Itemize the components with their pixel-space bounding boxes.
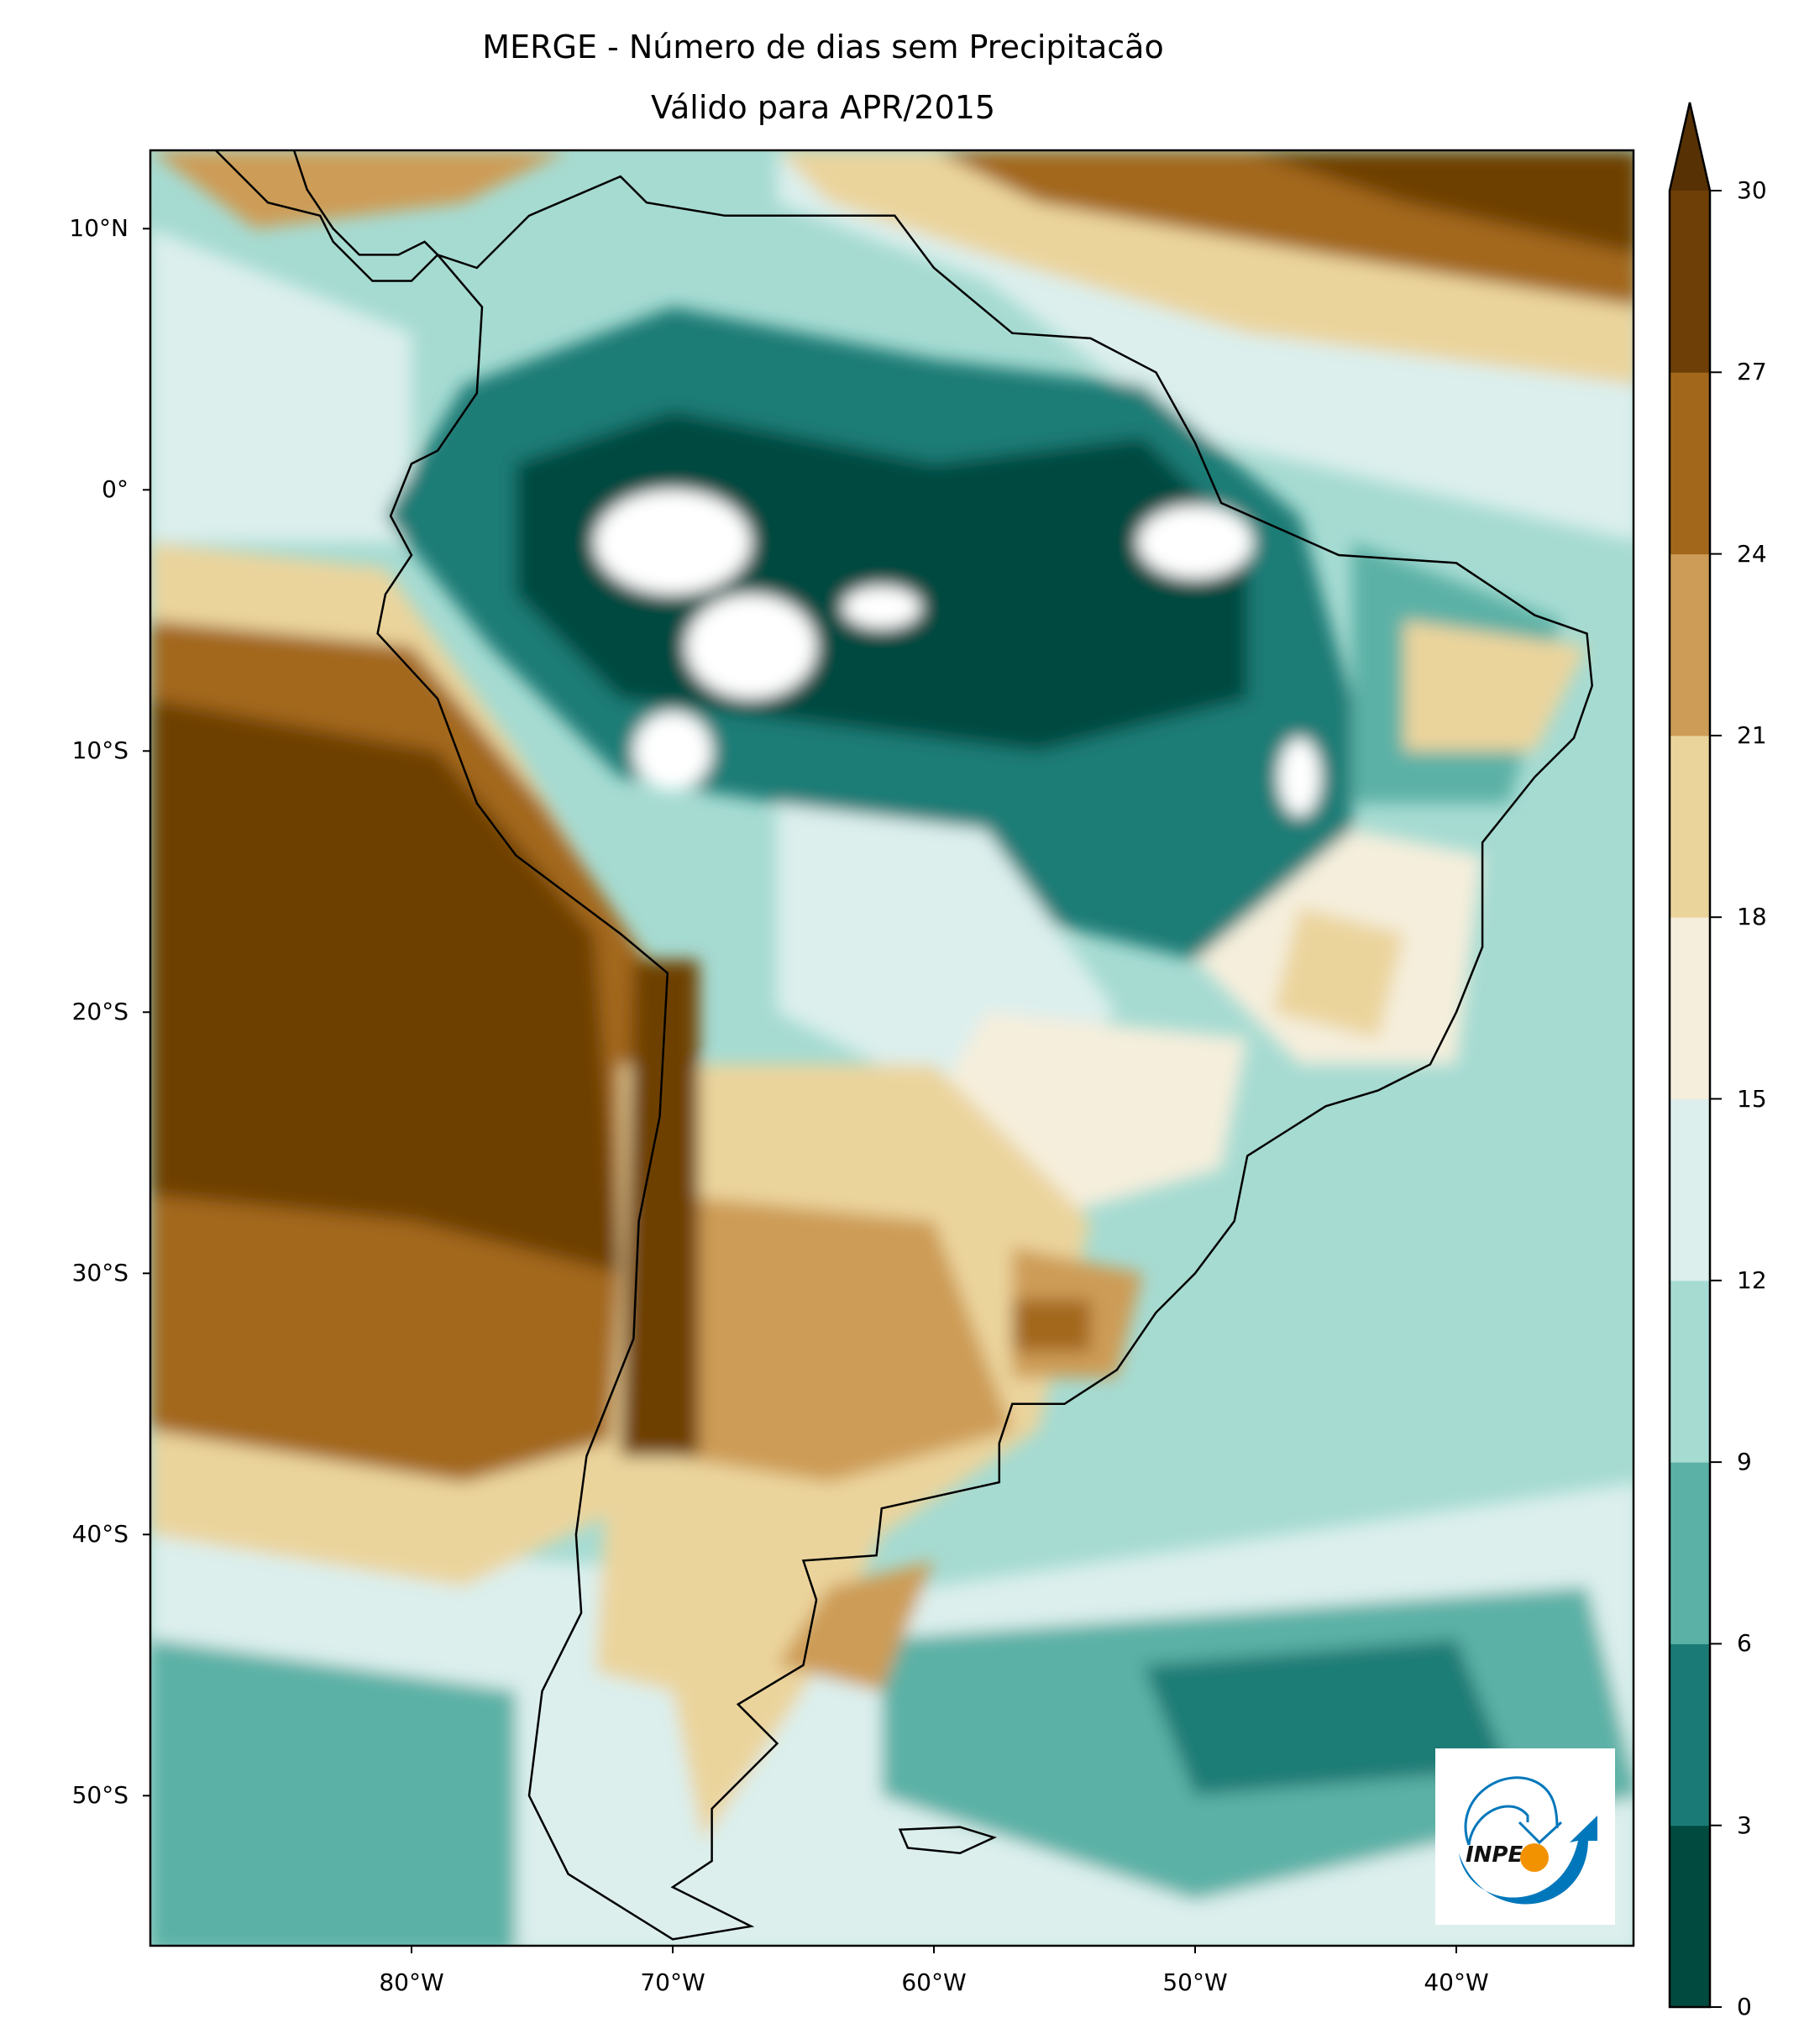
colorbar-segment <box>1670 1098 1710 1281</box>
no-data-patch <box>1278 737 1321 817</box>
precip-region <box>1247 150 1634 254</box>
falkland-islands <box>898 1826 997 1854</box>
no-data-patch <box>685 594 817 700</box>
precip-region <box>1012 1299 1091 1352</box>
lon-tick-label: 50°W <box>1162 1968 1228 1996</box>
lat-tick-label: 40°S <box>71 1520 128 1549</box>
no-data-patch <box>594 490 752 595</box>
no-data-patch <box>633 711 712 790</box>
colorbar-label: 0 <box>1737 1993 1752 2020</box>
colorbar-segment <box>1670 191 1710 373</box>
lon-tick-label: 40°W <box>1424 1968 1489 1996</box>
colorbar-label: 9 <box>1737 1448 1752 1476</box>
colorbar-segment <box>1670 1825 1710 2008</box>
lat-tick-label: 50°S <box>71 1781 128 1810</box>
colorbar-label: 30 <box>1737 176 1767 204</box>
colorbar-segment <box>1670 1643 1710 1826</box>
colorbar-label: 3 <box>1737 1811 1752 1839</box>
precip-region <box>150 1638 517 1946</box>
precip-region <box>673 1195 1013 1483</box>
colorbar-extend-arrow <box>1670 102 1710 191</box>
precip-region <box>620 960 700 1456</box>
map-subtitle: Válido para APR/2015 <box>650 89 996 126</box>
colorbar-segment <box>1670 735 1710 918</box>
colorbar-segment <box>1670 372 1710 555</box>
lat-tick-label: 20°S <box>71 998 128 1026</box>
colorbar-label: 18 <box>1737 903 1767 931</box>
colorbar-label: 21 <box>1737 721 1767 749</box>
lon-tick-label: 80°W <box>379 1968 444 1996</box>
colorbar-label: 6 <box>1737 1629 1752 1658</box>
logo-text: INPE <box>1466 1842 1523 1868</box>
lon-tick-label: 60°W <box>901 1968 967 1996</box>
colorbar-segment <box>1670 1280 1710 1463</box>
map-frame <box>149 149 1635 1947</box>
precip-region <box>150 150 569 229</box>
precip-region <box>1142 1638 1509 1796</box>
no-data-patch <box>842 586 921 629</box>
colorbar-label: 24 <box>1737 539 1767 568</box>
colorbar-label: 15 <box>1737 1084 1767 1113</box>
colorbar-segment <box>1670 553 1710 736</box>
colorbar-segment <box>1670 917 1710 1099</box>
colorbar <box>1668 102 1722 2009</box>
lat-tick-label: 30°S <box>71 1259 128 1287</box>
precip-region <box>150 699 621 1274</box>
precip-region <box>1403 620 1587 752</box>
lon-tick-label: 70°W <box>640 1968 705 1996</box>
lat-tick-label: 0° <box>102 475 128 504</box>
inpe-logo: INPE <box>1435 1748 1615 1925</box>
lat-tick-label: 10°S <box>71 736 128 765</box>
colorbar-label: 12 <box>1737 1266 1767 1294</box>
colorbar-label: 27 <box>1737 358 1767 386</box>
lat-tick-label: 10°N <box>69 214 128 243</box>
no-data-patch <box>1137 505 1253 579</box>
colorbar-segment <box>1670 1462 1710 1644</box>
precip-region <box>150 228 412 542</box>
precip-region <box>777 1560 934 1691</box>
map-title: MERGE - Número de dias sem Precipitacão <box>482 29 1164 66</box>
coastline <box>212 150 1593 1941</box>
precip-region <box>1273 907 1404 1039</box>
